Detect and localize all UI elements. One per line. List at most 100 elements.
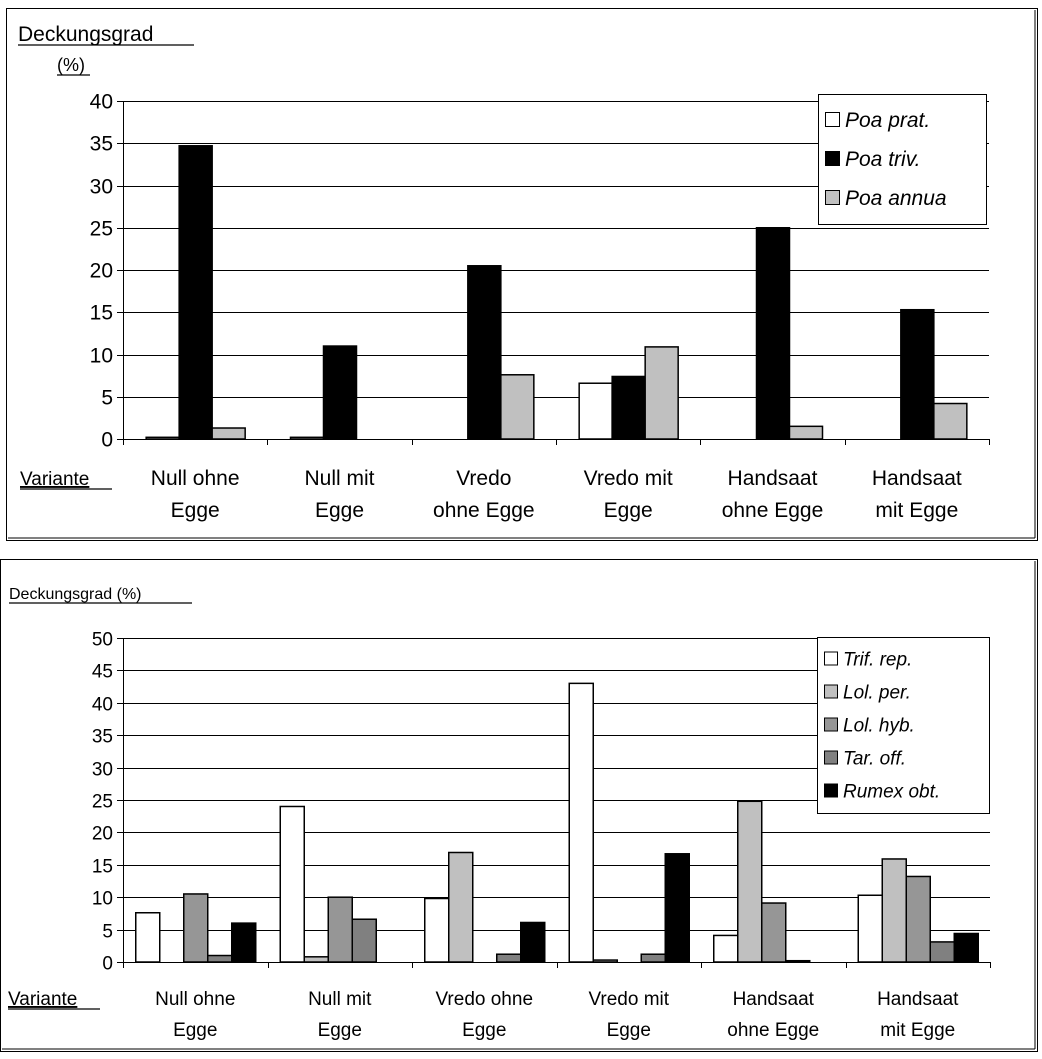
bottom-bar	[279, 805, 305, 963]
bottom-category-label: ohne Egge	[727, 1020, 819, 1041]
top-category-label: Vredo	[456, 467, 511, 490]
bottom-bar	[664, 853, 690, 963]
bottom-bar	[231, 922, 257, 963]
bottom-bar	[737, 800, 763, 963]
top-bar	[289, 436, 325, 440]
top-bar	[322, 345, 358, 440]
bottom-bar	[496, 953, 522, 963]
bottom-y-tick-label: 15	[92, 857, 113, 878]
top-category-label: ohne Egge	[722, 499, 824, 522]
top-bar	[500, 374, 535, 440]
bottom-legend-label: Tar. off.	[843, 748, 906, 769]
bottom-bar	[183, 893, 209, 963]
chart-top-svg: 0 5 10 15 20 25 30 35 40 Null ohne Egge Null mit Egg…	[6, 8, 1038, 541]
bottom-bar	[713, 934, 739, 963]
bottom-y-tick-label: 35	[92, 727, 113, 748]
bottom-y-axis-label: Deckungsgrad (%)	[9, 586, 142, 603]
top-legend-swatch	[825, 151, 840, 166]
bottom-bar	[568, 682, 594, 963]
bottom-category-label: Handsaat	[877, 989, 959, 1010]
bottom-bar	[327, 896, 353, 963]
bottom-bar	[905, 875, 931, 963]
top-y-tick-label: 40	[90, 91, 113, 114]
top-bar	[644, 346, 679, 440]
top-category-label: Egge	[171, 499, 220, 522]
bottom-category-label: Egge	[607, 1020, 651, 1041]
bottom-bar	[881, 858, 907, 963]
bottom-category-label: Null mit	[308, 989, 372, 1010]
bottom-bar	[929, 941, 955, 963]
bottom-bar	[592, 959, 618, 963]
top-bar	[578, 382, 613, 440]
bottom-x-axis-label: Variante	[8, 989, 77, 1010]
bottom-y-tick-label: 10	[92, 889, 113, 910]
bottom-legend-swatch	[824, 717, 838, 732]
top-y-tick-label: 0	[101, 429, 113, 452]
bottom-bar	[135, 912, 161, 963]
top-y-tick-label: 10	[90, 345, 113, 368]
top-category-label: Handsaat	[872, 467, 962, 490]
bottom-category-label: Egge	[462, 1020, 506, 1041]
bottom-bar	[785, 959, 811, 963]
bottom-bar	[207, 954, 233, 963]
top-y-axis-label: (%)	[57, 55, 85, 75]
bottom-bar	[953, 932, 979, 963]
bottom-bar	[351, 918, 377, 963]
bottom-y-tick-label: 25	[92, 792, 113, 813]
bottom-y-tick-label: 40	[92, 695, 113, 716]
top-bar	[755, 227, 791, 440]
top-bar	[211, 427, 246, 440]
top-category-label: Egge	[604, 499, 653, 522]
bottom-category-label: Vredo mit	[588, 989, 669, 1010]
bottom-legend-label: Trif. rep.	[843, 649, 912, 670]
bottom-legend-swatch	[824, 684, 838, 699]
chart-bottom-panel: 0 5 10 15 20 25 30 35 40 45 50 Null ohne Egge Null mi…	[0, 559, 1040, 1054]
bottom-bar	[857, 894, 883, 963]
top-category-label: Null ohne	[151, 467, 240, 490]
bottom-legend	[817, 637, 990, 814]
bottom-y-tick-label: 0	[102, 954, 113, 975]
top-bar	[178, 145, 213, 440]
bottom-legend-label: Lol. per.	[843, 682, 911, 703]
bottom-legend-swatch	[824, 783, 838, 798]
top-y-tick-label: 25	[90, 218, 113, 241]
bottom-y-tick-label: 45	[92, 662, 113, 683]
top-bar	[933, 402, 968, 440]
top-bar	[145, 436, 180, 440]
bottom-category-label: Vredo ohne	[435, 989, 533, 1010]
chart-bottom-svg: 0 5 10 15 20 25 30 35 40 45 50 Null ohne Egge Null mi…	[0, 559, 1038, 1052]
bottom-y-tick-label: 20	[92, 824, 113, 845]
top-bar	[900, 308, 935, 440]
top-legend-label: Poa annua	[845, 187, 947, 210]
top-legend-label: Poa prat.	[845, 109, 930, 132]
top-y-tick-label: 35	[90, 133, 113, 156]
top-legend-swatch	[825, 190, 840, 205]
bottom-category-label: mit Egge	[880, 1020, 955, 1041]
bottom-bar	[761, 902, 787, 963]
bottom-bar	[640, 953, 666, 963]
top-y-axis-label: Deckungsgrad	[18, 23, 153, 46]
top-category-label: Vredo mit	[584, 467, 673, 490]
bottom-legend-label: Lol. hyb.	[843, 715, 915, 736]
top-bar	[611, 375, 646, 440]
bottom-legend-label: Rumex obt.	[843, 781, 940, 802]
bottom-y-tick-label: 30	[92, 760, 113, 781]
top-bar	[788, 425, 824, 440]
top-bar	[467, 265, 502, 440]
top-category-label: ohne Egge	[433, 499, 535, 522]
top-y-tick-label: 20	[90, 260, 113, 283]
bottom-legend-swatch	[824, 750, 838, 765]
top-category-label: Null mit	[304, 467, 374, 490]
bottom-bar	[448, 851, 474, 963]
top-legend-swatch	[825, 112, 840, 127]
top-x-axis-label: Variante	[20, 469, 89, 490]
bottom-y-tick-label: 50	[92, 630, 113, 651]
bottom-legend-swatch	[824, 651, 838, 666]
top-y-tick-label: 30	[90, 176, 113, 199]
bottom-bar	[303, 956, 329, 963]
bottom-bar	[424, 897, 450, 963]
bottom-bar	[520, 921, 546, 963]
bottom-category-label: Null ohne	[155, 989, 235, 1010]
bottom-y-tick-label: 5	[102, 922, 113, 943]
top-frame	[6, 8, 1038, 541]
